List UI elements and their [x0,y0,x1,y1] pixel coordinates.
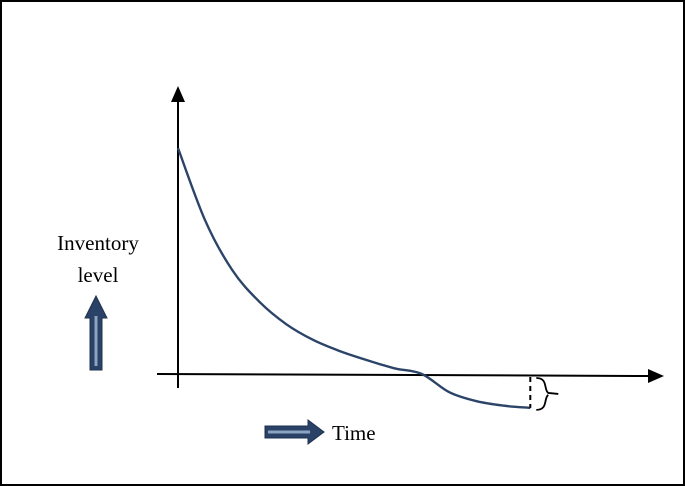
y-axis-label-line2: level [78,263,119,287]
y-axis-label-line1: Inventory [57,231,139,255]
x-axis-label: Time [332,421,376,445]
